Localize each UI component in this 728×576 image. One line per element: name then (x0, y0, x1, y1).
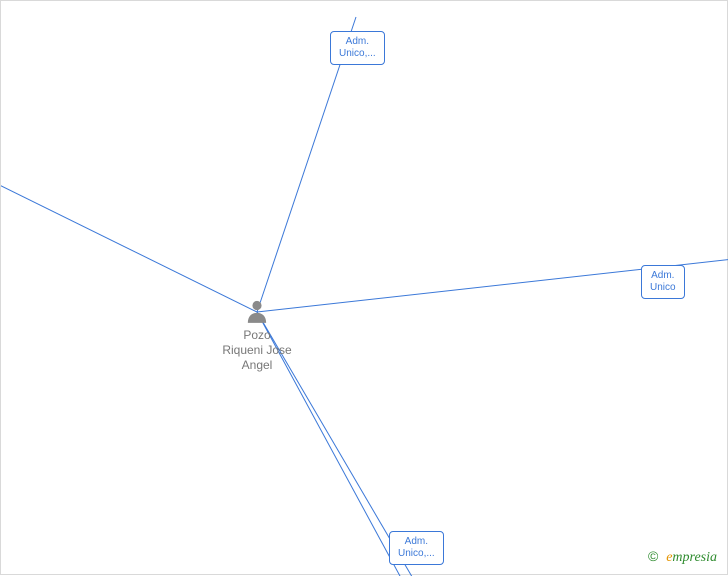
watermark: © empresia (648, 548, 717, 566)
edge-line (1, 171, 257, 312)
edge-label[interactable]: Adm. Unico,... (389, 531, 444, 565)
brand-rest: mpresia (672, 550, 717, 565)
center-node-label: Pozo Riqueni Jose Angel (217, 328, 297, 373)
copyright-symbol: © (648, 548, 658, 564)
person-icon (246, 298, 268, 324)
center-node[interactable]: Pozo Riqueni Jose Angel (217, 298, 297, 373)
edge-label[interactable]: Adm. Unico (641, 265, 685, 299)
graph-edges (1, 1, 728, 576)
edge-label[interactable]: Adm. Unico,... (330, 31, 385, 65)
